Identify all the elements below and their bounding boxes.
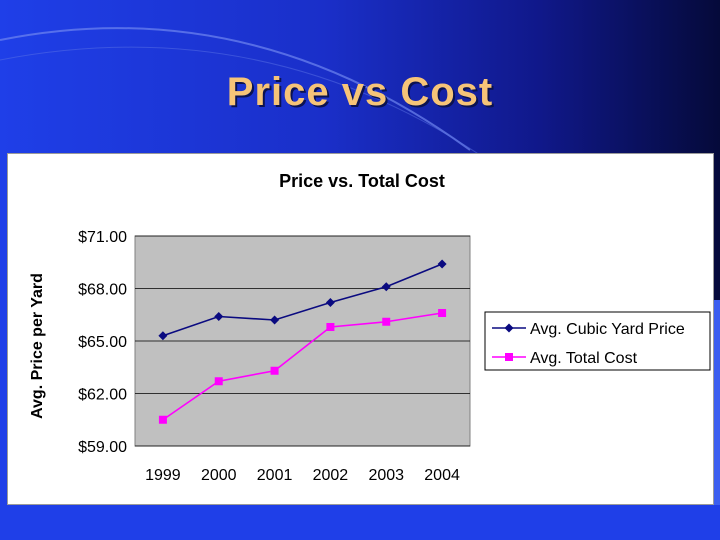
- data-point: [270, 366, 279, 375]
- data-point: [325, 298, 335, 307]
- gridlines: [135, 235, 470, 447]
- data-point: [437, 259, 447, 269]
- y-axis-label: Avg. Price per Yard: [29, 273, 46, 419]
- x-tick-label: 2003: [368, 467, 404, 484]
- series-line: [162, 263, 443, 337]
- data-point: [214, 312, 224, 321]
- series-1: [158, 259, 447, 341]
- data-point: [158, 331, 168, 341]
- y-tick-label: $71.00: [78, 229, 127, 246]
- decorative-swoosh: [0, 27, 471, 151]
- legend-entry: Avg. Total Cost: [492, 350, 638, 367]
- legend-entry: Avg. Cubic Yard Price: [492, 321, 685, 338]
- y-tick-label: $65.00: [78, 334, 127, 351]
- legend: Avg. Cubic Yard Price Avg. Total Cost: [492, 321, 685, 367]
- y-tick-label: $62.00: [78, 387, 127, 404]
- decorative-bottom-bar: [0, 505, 720, 540]
- data-point: [270, 315, 280, 325]
- legend-box: [484, 311, 711, 371]
- data-point: [326, 323, 335, 331]
- series-2: [158, 309, 447, 424]
- series-line: [162, 312, 443, 421]
- data-point: [158, 415, 167, 424]
- legend-label: Avg. Cubic Yard Price: [530, 321, 685, 338]
- x-tick-labels: 1999 2000 2001 2002 2003 2004: [145, 467, 460, 484]
- chart-title: Price vs. Total Cost: [279, 171, 445, 191]
- data-point: [438, 309, 447, 317]
- x-tick-label: 2002: [313, 467, 349, 484]
- data-point: [382, 317, 391, 326]
- x-tick-label: 2000: [201, 467, 237, 484]
- data-point: [505, 353, 513, 361]
- data-point: [381, 282, 391, 292]
- x-tick-label: 1999: [145, 467, 181, 484]
- decorative-swoosh-2: [0, 46, 481, 156]
- chart-frame: Price vs. Total Cost Avg. Price per Yard…: [7, 153, 714, 505]
- y-tick-label: $59.00: [78, 439, 127, 456]
- y-tick-labels: $59.00 $62.00 $65.00 $68.00 $71.00: [78, 229, 127, 456]
- data-point: [504, 323, 514, 333]
- line-chart: Price vs. Total Cost Avg. Price per Yard…: [29, 171, 711, 484]
- slide-title: Price vs Cost: [226, 70, 494, 114]
- data-point: [214, 377, 223, 386]
- x-tick-label: 2004: [424, 467, 460, 484]
- series-group: [158, 259, 447, 424]
- legend-label: Avg. Total Cost: [530, 350, 638, 367]
- y-tick-label: $68.00: [78, 282, 127, 299]
- x-tick-label: 2001: [257, 467, 293, 484]
